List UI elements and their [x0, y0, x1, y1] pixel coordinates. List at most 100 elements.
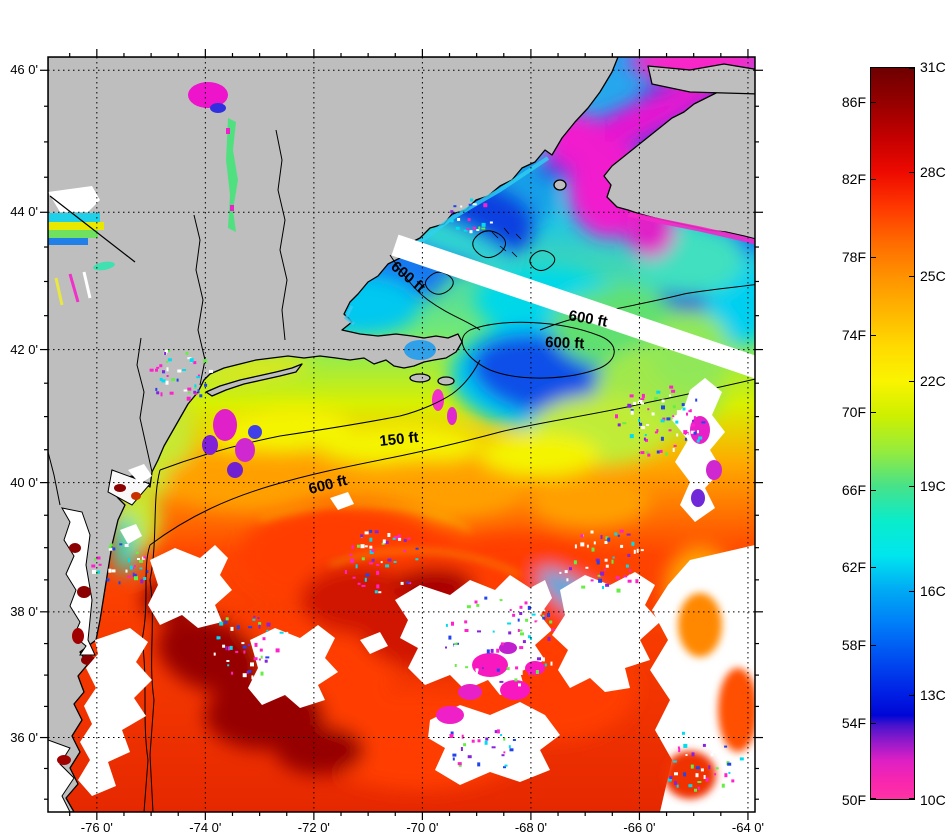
speckle	[242, 645, 247, 649]
speckle	[629, 569, 631, 573]
speckle	[248, 669, 252, 673]
speckle	[496, 729, 500, 734]
speckle	[509, 760, 512, 764]
speckle	[453, 205, 457, 208]
speckle	[537, 657, 541, 661]
speckle	[403, 549, 407, 552]
speckle	[544, 663, 547, 667]
contour-georges-bank	[461, 321, 615, 379]
map-canvas: 600 ft 600 ft 600 ft 150 ft 600 ft	[48, 57, 755, 812]
speckle	[616, 588, 621, 593]
contour-600ft-shelf	[149, 378, 755, 546]
speckle	[231, 671, 234, 675]
speckle	[580, 534, 584, 538]
speckle	[518, 629, 523, 632]
speckle	[605, 583, 610, 587]
lake-ontario-shore	[49, 195, 136, 263]
speckle	[243, 650, 246, 654]
speckle	[683, 743, 688, 748]
speckle	[581, 585, 586, 589]
speckle	[248, 644, 250, 646]
speckle	[607, 537, 611, 542]
colorbar-f-label: 62F	[841, 559, 866, 576]
x-tick-label: -72 0'	[297, 820, 330, 835]
speckle	[162, 370, 165, 374]
speckle	[670, 738, 675, 743]
speckle	[415, 547, 419, 550]
speckle	[710, 753, 714, 757]
speckle	[476, 603, 480, 607]
speckle	[369, 545, 373, 549]
speckle	[645, 451, 649, 454]
speckle	[91, 564, 96, 568]
lake-champlain	[226, 118, 238, 232]
speckle	[149, 368, 154, 372]
speckle	[451, 621, 454, 626]
speckle	[660, 436, 664, 441]
speckle	[520, 632, 524, 636]
speckle	[500, 734, 503, 736]
speckle	[197, 374, 200, 377]
speckle	[236, 625, 240, 630]
speckle-cluster	[450, 198, 493, 234]
speckle	[350, 558, 355, 563]
speckle	[352, 576, 356, 579]
speckle	[499, 599, 503, 602]
speckle	[514, 678, 518, 682]
speckle	[597, 574, 601, 577]
speckle	[667, 778, 672, 782]
speckle	[739, 757, 744, 761]
speckle	[473, 676, 476, 680]
speckle	[631, 541, 635, 546]
speckle	[194, 387, 197, 389]
speckle	[457, 218, 461, 221]
speckle	[697, 430, 699, 434]
speckle	[471, 739, 475, 743]
speckle	[697, 781, 702, 783]
speckle	[112, 547, 116, 551]
speckle	[143, 556, 147, 559]
speckle	[543, 609, 546, 612]
speckle	[364, 577, 367, 582]
speckle	[248, 626, 253, 629]
speckle	[448, 635, 452, 640]
speckle	[593, 541, 596, 545]
speckle	[275, 648, 280, 653]
speckle	[468, 203, 472, 206]
speckle	[384, 540, 389, 544]
speckle	[698, 436, 703, 440]
speckle	[600, 571, 605, 576]
speckle	[685, 754, 688, 756]
speckle	[656, 429, 659, 432]
speckle	[266, 629, 269, 632]
speckle	[630, 409, 634, 413]
speckle	[193, 361, 197, 365]
speckle	[605, 564, 609, 568]
speckle-cluster	[445, 596, 556, 687]
speckle	[187, 391, 191, 394]
speckle	[361, 584, 366, 587]
y-tick-label: 42 0'	[10, 341, 38, 357]
speckle	[542, 614, 545, 617]
speckle	[668, 429, 672, 432]
speckle	[662, 417, 666, 421]
speckle	[449, 734, 454, 738]
speckle	[598, 578, 603, 583]
speckle	[705, 777, 709, 782]
speckle-cluster	[213, 615, 289, 680]
speckle	[515, 666, 519, 670]
speckle	[262, 637, 266, 641]
speckle	[714, 773, 717, 776]
speckle	[542, 657, 545, 662]
speckle	[688, 410, 692, 413]
speckle	[466, 605, 471, 609]
speckle	[596, 560, 600, 565]
speckle	[199, 394, 203, 398]
speckle	[108, 568, 112, 573]
speckle	[222, 644, 226, 648]
speckle	[226, 660, 230, 662]
basin-contour	[424, 271, 454, 295]
speckle	[478, 609, 481, 613]
island	[437, 376, 455, 386]
speckle	[219, 621, 224, 626]
